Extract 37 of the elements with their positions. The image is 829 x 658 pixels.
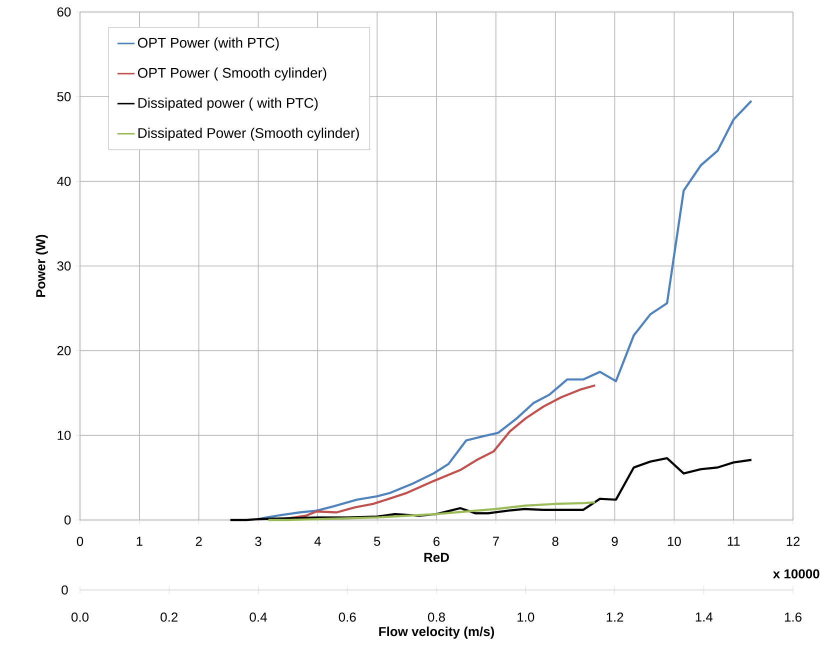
x2-tick-label: 1.2 xyxy=(606,612,624,622)
x2-tick-label: 0.6 xyxy=(338,612,356,622)
x-tick-label: 2 xyxy=(196,536,202,546)
x-tick-label: 1 xyxy=(136,536,142,546)
y-tick-label: 0 xyxy=(64,515,71,525)
x-tick-label: 6 xyxy=(434,536,440,546)
y-axis-title: Power (W) xyxy=(36,234,48,297)
x2-tick-label: 1.0 xyxy=(518,612,534,622)
text: x 10000 xyxy=(772,569,820,578)
legend-label: OPT Power (with PTC) xyxy=(138,37,279,50)
legend-label: Dissipated power ( with PTC) xyxy=(138,98,318,111)
x-tick-label: 5 xyxy=(374,536,380,546)
legend-label: OPT Power ( Smooth cylinder) xyxy=(138,68,326,81)
x-tick-label: 12 xyxy=(786,536,800,546)
y-tick-label: 50 xyxy=(57,92,71,102)
x-axis-title: ReD xyxy=(424,552,449,562)
x2-tick-label: 0.4 xyxy=(250,612,267,622)
x-tick-label: 4 xyxy=(314,536,321,546)
x2-tick-label: 1.4 xyxy=(696,612,713,622)
y-tick-label: 20 xyxy=(57,346,71,356)
y-tick-label: 60 xyxy=(57,7,71,17)
x-tick-label: 3 xyxy=(255,536,262,546)
legend-label: Dissipated Power (Smooth cylinder) xyxy=(138,128,359,141)
y-tick-label: 10 xyxy=(58,430,71,440)
x-tick-label: 10 xyxy=(668,536,681,546)
y-tick-label: 40 xyxy=(57,176,71,186)
x-tick-label: 9 xyxy=(612,536,618,546)
x-tick-label: 7 xyxy=(492,536,499,546)
x2-tick-label: 0.8 xyxy=(428,612,445,622)
x2-tick-label: 0.2 xyxy=(160,612,178,622)
x2-tick-label: 0.0 xyxy=(71,612,89,622)
x-tick-label: 0 xyxy=(76,536,84,546)
x2-axis-title: Flow velocity (m/s) xyxy=(379,626,494,639)
x2-tick-label: 1.6 xyxy=(784,612,802,622)
x-tick-label: 11 xyxy=(728,536,740,546)
y-tick-label: 30 xyxy=(57,261,71,271)
x-tick-label: 8 xyxy=(552,536,558,546)
